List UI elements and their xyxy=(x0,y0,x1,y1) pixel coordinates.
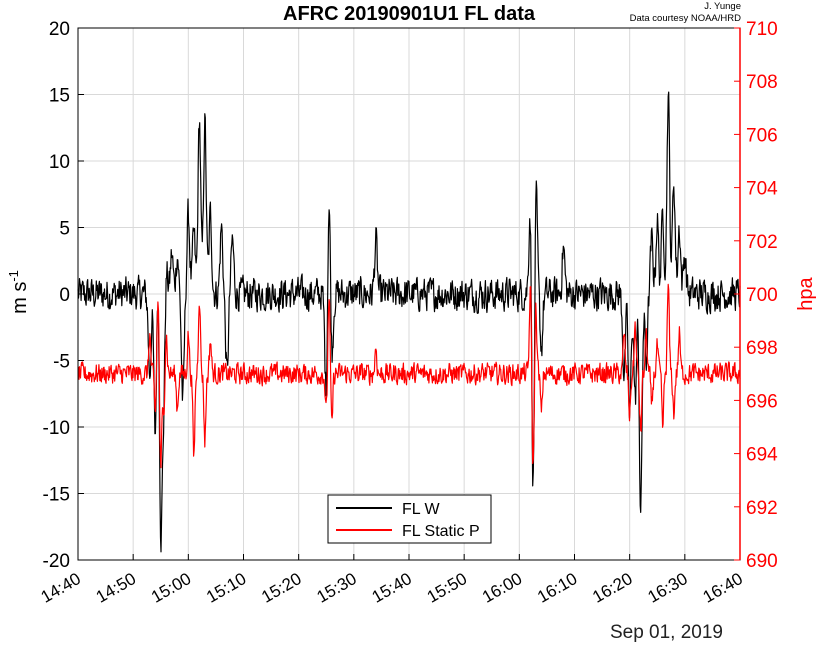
y-left-tick-label: 10 xyxy=(49,152,70,173)
x-tick-label: 16:40 xyxy=(700,569,746,607)
x-tick-label: 14:40 xyxy=(38,569,84,607)
y-right-tick-label: 694 xyxy=(746,445,778,466)
series-line-fl-static-p xyxy=(77,283,741,469)
y-right-tick-label: 708 xyxy=(746,72,778,93)
y-axis-left-exponent: -1 xyxy=(6,270,21,282)
legend-label-fl-w: FL W xyxy=(402,501,441,518)
y-right-tick-label: 698 xyxy=(746,338,778,359)
y-left-tick-label: -15 xyxy=(43,485,70,506)
y-axis-right-label: hpa xyxy=(795,276,817,310)
y-right-tick-label: 706 xyxy=(746,125,778,146)
series-layer xyxy=(77,91,741,553)
x-tick-label: 16:00 xyxy=(479,569,525,607)
y-left-tick-label: 0 xyxy=(59,285,70,306)
x-tick-label: 16:20 xyxy=(589,569,635,607)
chart-title: AFRC 20190901U1 FL data xyxy=(283,3,536,25)
credit-source: Data courtesy NOAA/HRD xyxy=(630,13,742,24)
y-left-tick-label: 15 xyxy=(49,86,70,107)
y-axis-left-label: m s-1 xyxy=(6,270,31,314)
x-tick-label: 16:10 xyxy=(534,569,580,607)
credit-author: J. Yunge xyxy=(704,1,741,12)
x-tick-label: 15:20 xyxy=(258,569,304,607)
y-left-tick-label: 5 xyxy=(59,219,70,240)
date-label: Sep 01, 2019 xyxy=(610,622,723,643)
y-left-tick-label: -20 xyxy=(43,551,70,572)
x-tick-label: 14:50 xyxy=(93,569,139,607)
y-left-tick-label: -5 xyxy=(53,352,70,373)
y-axis-left-unit: m s xyxy=(9,282,31,314)
x-tick-label: 15:40 xyxy=(369,569,415,607)
x-tick-label: 15:50 xyxy=(424,569,470,607)
y-right-tick-label: 710 xyxy=(746,19,778,40)
x-tick-label: 15:00 xyxy=(148,569,194,607)
y-right-tick-label: 704 xyxy=(746,179,778,200)
x-tick-label: 15:10 xyxy=(203,569,249,607)
x-tick-label: 15:30 xyxy=(313,569,359,607)
y-right-tick-label: 702 xyxy=(746,232,778,253)
x-tick-label: 16:30 xyxy=(644,569,690,607)
y-right-tick-label: 692 xyxy=(746,498,778,519)
y-left-tick-label: -10 xyxy=(43,418,70,439)
y-right-tick-label: 690 xyxy=(746,551,778,572)
legend-box xyxy=(327,494,492,544)
legend-label-fl-static-p: FL Static P xyxy=(402,523,480,540)
y-right-tick-label: 700 xyxy=(746,285,778,306)
legend: FL W FL Static P xyxy=(327,494,492,544)
y-right-tick-label: 696 xyxy=(746,391,778,412)
y-left-tick-label: 20 xyxy=(49,19,70,40)
